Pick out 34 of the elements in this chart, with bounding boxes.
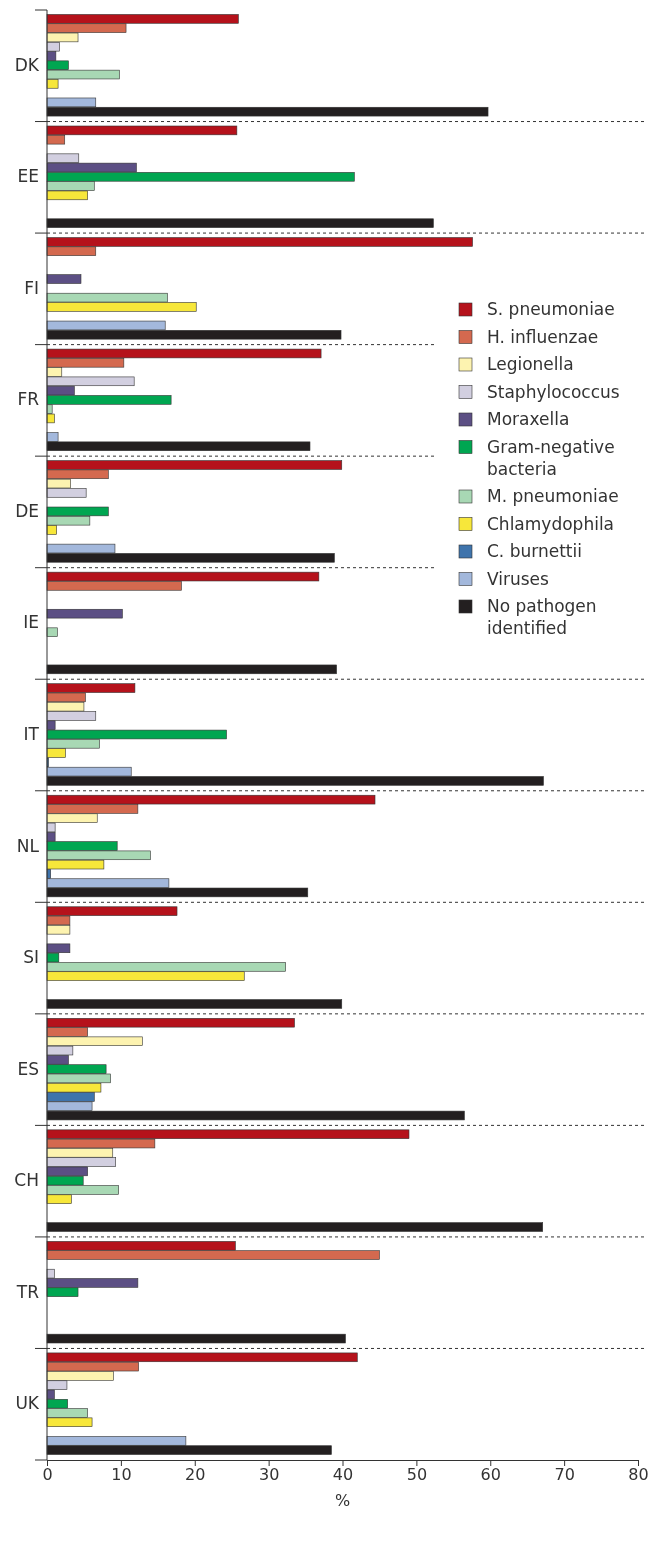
y-tick-label: CH: [14, 1170, 39, 1191]
legend-label: Gram-negative bacteria: [487, 436, 615, 479]
legend-label: Chlamydophila: [487, 513, 615, 534]
y-tick-label: IE: [23, 612, 39, 633]
y-tick-label: SI: [23, 947, 39, 968]
legend-label: Viruses: [487, 568, 550, 589]
x-tick-label: 40: [332, 1465, 354, 1485]
y-tick-label: NL: [16, 835, 40, 856]
legend-label: H. influenzae: [487, 326, 599, 347]
legend-label: Legionella: [487, 354, 574, 374]
y-tick-label: TR: [15, 1281, 40, 1302]
x-tick-label: 30: [258, 1465, 280, 1485]
x-tick-label: 50: [406, 1465, 428, 1485]
y-tick-label: DE: [15, 500, 39, 521]
legend-label: No pathogen identified: [487, 596, 597, 638]
x-tick-label: 20: [185, 1465, 206, 1485]
y-tick-label: FI: [24, 277, 39, 298]
y-tick-label: EE: [17, 166, 39, 187]
legend-label: Moraxella: [487, 409, 570, 429]
y-tick-label: IT: [23, 724, 40, 744]
x-tick-label: 60: [480, 1465, 501, 1485]
x-tick-label: 70: [554, 1465, 575, 1485]
x-tick-label: 10: [111, 1465, 132, 1485]
legend-label: S. pneumoniae: [487, 299, 615, 319]
y-tick-label: UK: [15, 1393, 40, 1414]
x-tick-label: 0: [42, 1465, 53, 1485]
y-tick-label: FR: [17, 389, 40, 410]
legend-label: Staphylococcus: [487, 381, 620, 402]
y-tick-label: ES: [17, 1058, 39, 1079]
legend-label: C. burnettii: [487, 541, 582, 561]
x-tick-label: 80: [628, 1465, 649, 1485]
legend-label: M. pneumoniae: [487, 486, 619, 506]
x-axis-title: %: [334, 1491, 351, 1510]
y-tick-label: DK: [14, 54, 40, 75]
